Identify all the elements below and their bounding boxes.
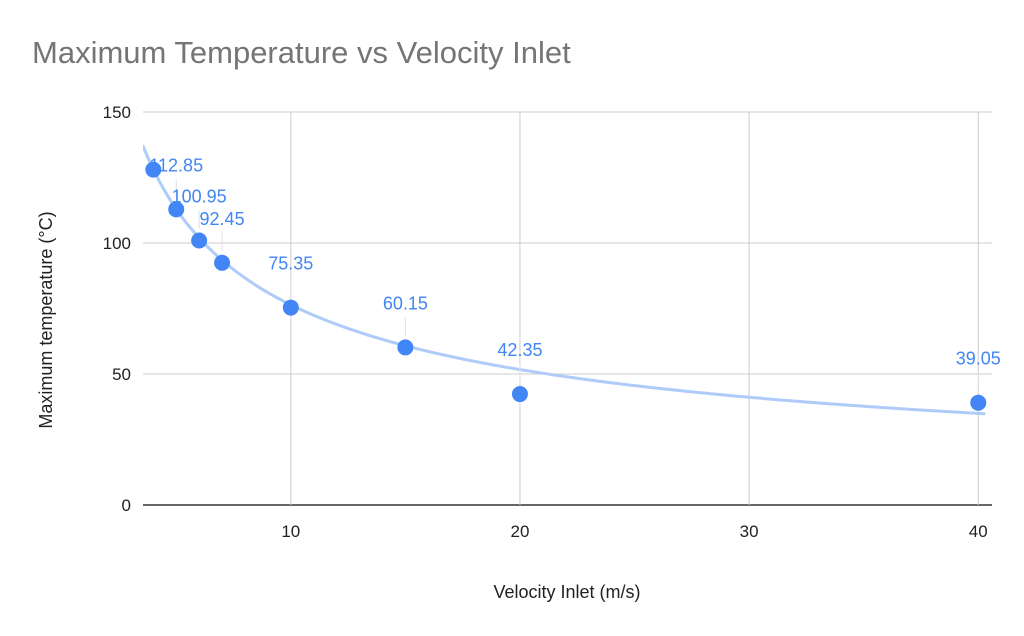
grid <box>143 111 992 506</box>
x-tick-label: 10 <box>281 522 300 541</box>
data-label: 100.95 <box>172 187 227 207</box>
y-axis-label: Maximum temperature (°C) <box>36 211 56 428</box>
y-tick-label: 150 <box>103 103 131 122</box>
data-point <box>214 254 231 271</box>
data-label: 39.05 <box>956 349 1001 369</box>
points-group <box>145 161 987 411</box>
data-point <box>970 394 987 411</box>
data-point <box>191 232 208 249</box>
data-point <box>145 161 162 178</box>
data-label: 75.35 <box>268 254 313 274</box>
x-tick-label: 30 <box>740 522 759 541</box>
y-tick-label: 50 <box>112 365 131 384</box>
trendline <box>143 144 986 416</box>
ticks-group: 0 50 100 150 10 20 30 40 <box>103 103 988 541</box>
chart-title: Maximum Temperature vs Velocity Inlet <box>32 35 571 70</box>
x-tick-label: 40 <box>969 522 988 541</box>
data-point <box>397 339 414 356</box>
data-point <box>282 299 299 316</box>
data-point <box>168 201 185 218</box>
data-label: 60.15 <box>383 293 428 313</box>
trendline-group <box>143 144 986 416</box>
x-tick-label: 20 <box>510 522 529 541</box>
data-point <box>511 386 528 403</box>
y-tick-label: 100 <box>103 234 131 253</box>
data-label: 42.35 <box>497 340 542 360</box>
x-axis-label: Velocity Inlet (m/s) <box>493 582 640 602</box>
data-label: 92.45 <box>200 209 245 229</box>
y-tick-label: 0 <box>122 496 131 515</box>
data-label: 112.85 <box>149 155 203 175</box>
